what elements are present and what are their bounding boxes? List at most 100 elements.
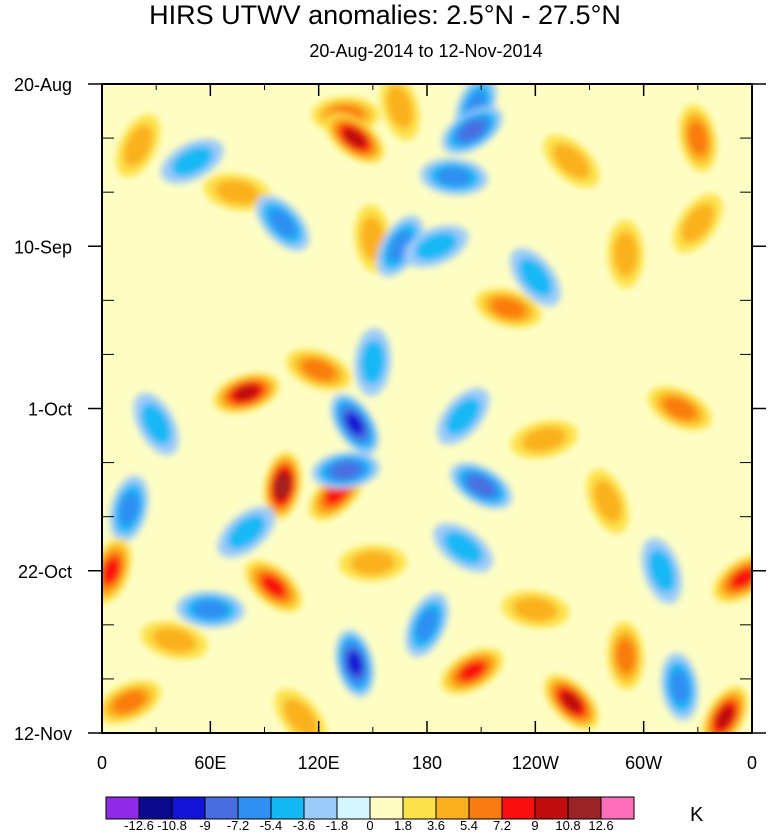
anomaly-blob — [648, 386, 712, 431]
colorbar-label: 0 — [366, 818, 373, 833]
anomaly-blob — [245, 560, 303, 613]
anomaly-blob — [176, 591, 245, 628]
contour-level — [445, 397, 481, 435]
y-tick-label: 10-Sep — [14, 237, 72, 257]
anomaly-blob — [405, 592, 449, 657]
contour-level — [669, 669, 690, 704]
contour-level — [234, 385, 259, 401]
contour-level — [648, 549, 676, 593]
colorbar-label: 5.4 — [460, 818, 478, 833]
y-tick-label: 1-Oct — [28, 400, 72, 420]
anomaly-blob — [338, 544, 407, 582]
anomaly-blob — [354, 328, 391, 397]
colorbar-label: -1.8 — [326, 818, 348, 833]
colorbar-swatch — [303, 796, 338, 820]
anomaly-blob — [133, 392, 179, 456]
anomaly-blob — [433, 523, 493, 573]
colorbar-swatch — [468, 796, 503, 820]
colorbar-swatch — [204, 796, 239, 820]
contour-level — [302, 359, 336, 381]
anomaly-blob — [586, 469, 629, 534]
colorbar-label: 10.8 — [555, 818, 580, 833]
anomaly-blob — [450, 462, 512, 509]
contour-level — [331, 461, 361, 479]
contour-level — [663, 397, 697, 420]
contour-level — [215, 179, 260, 205]
contour-level — [118, 491, 140, 526]
contour-level — [458, 661, 486, 682]
anomaly-blob — [274, 689, 327, 733]
y-tick-label: 12-Nov — [14, 724, 72, 744]
colorbar-label: 9 — [531, 818, 538, 833]
anomaly-blob — [102, 680, 161, 724]
x-tick-label: 0 — [97, 753, 107, 773]
colorbar-label: -3.6 — [293, 818, 315, 833]
colorbar-swatch — [336, 796, 371, 820]
colorbar-label: 1.8 — [394, 818, 412, 833]
colorbar-label: 7.2 — [493, 818, 511, 833]
anomaly-blob — [286, 349, 352, 391]
contour-level — [261, 574, 286, 598]
contour-level — [343, 128, 366, 148]
contour-level — [513, 596, 558, 622]
contour-level — [112, 690, 146, 714]
colorbar-swatch — [402, 796, 437, 820]
contour-level — [436, 166, 472, 187]
colorbar-swatch — [270, 796, 305, 820]
chart-title: HIRS UTWV anomalies: 2.5°N - 27.5°N — [149, 0, 621, 30]
colorbar-swatch — [567, 796, 602, 820]
colorbar-label: -10.8 — [157, 818, 187, 833]
x-tick-label: 120E — [298, 753, 340, 773]
colorbar-units: K — [690, 804, 704, 826]
contour-level — [152, 627, 197, 654]
anomaly-blob — [140, 621, 208, 660]
anomaly-blob — [641, 537, 682, 604]
anomaly-blob — [109, 475, 149, 543]
colorbar-swatch — [600, 796, 635, 820]
x-tick-label: 0 — [747, 753, 757, 773]
anomaly-blob — [436, 387, 490, 445]
anomaly-blob — [475, 288, 542, 328]
anomaly-blob — [203, 173, 272, 211]
colorbar-label: -7.2 — [227, 818, 249, 833]
contour-level — [468, 475, 495, 496]
x-axis: 0 60E 120E 180 120W 60W 0 — [97, 84, 757, 773]
anomaly-blob — [325, 113, 385, 164]
anomaly-blob — [335, 630, 374, 697]
anomaly-blob — [116, 114, 161, 178]
anomaly-blob — [510, 248, 561, 307]
contour-level — [102, 556, 121, 585]
contour-level — [687, 120, 708, 156]
contour-level — [459, 120, 486, 141]
contour-level — [350, 550, 396, 576]
y-tick-label: 20-Aug — [14, 75, 72, 95]
anomaly-blob — [501, 590, 570, 628]
contour-level — [171, 146, 214, 177]
contour-level — [522, 426, 567, 453]
anomaly-blob — [213, 373, 280, 413]
anomaly-blob — [420, 158, 488, 195]
contour-level — [730, 567, 752, 590]
contour-level — [491, 297, 526, 319]
chart-subtitle: 20-Aug-2014 to 12-Nov-2014 — [309, 41, 543, 61]
contour-level — [347, 651, 363, 676]
contour-level — [415, 608, 439, 642]
x-tick-label: 60W — [625, 753, 662, 773]
anomaly-blob — [380, 84, 420, 141]
colorbar-label: -9 — [199, 818, 211, 833]
anomaly-blob — [441, 106, 503, 154]
anomaly-blob — [510, 420, 578, 459]
contour-level — [268, 208, 297, 238]
colorbar-swatch — [435, 796, 470, 820]
contour-level — [275, 474, 290, 497]
contour-level — [414, 232, 458, 261]
colorbar-swatch — [138, 796, 173, 820]
colorbar-swatch — [534, 796, 569, 820]
anomaly-blob — [673, 193, 723, 253]
contour-level — [716, 705, 734, 730]
anomaly-blob — [255, 195, 310, 251]
anomaly-blob — [263, 452, 302, 520]
contour-level — [227, 515, 266, 550]
anomaly-blob — [607, 219, 644, 288]
